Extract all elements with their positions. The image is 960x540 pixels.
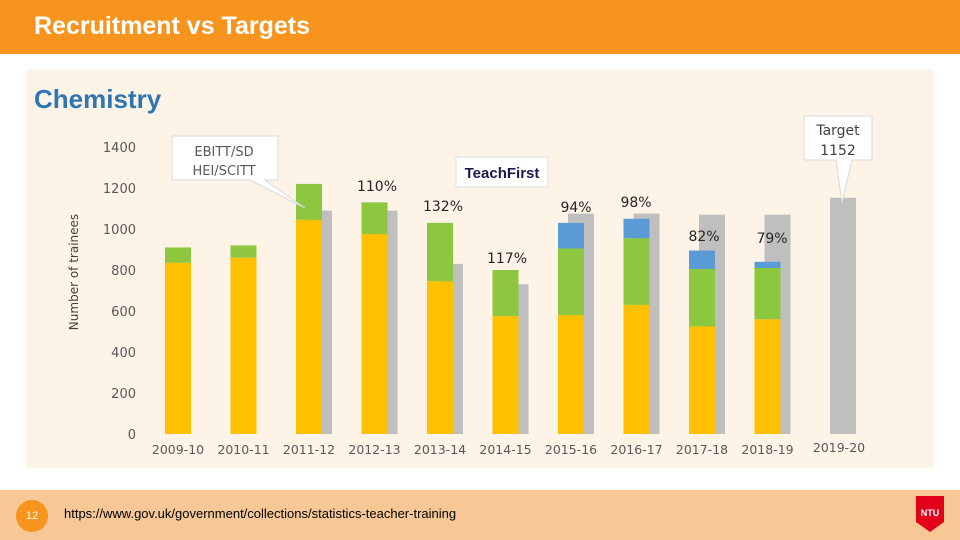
page-title: Recruitment vs Targets xyxy=(34,12,311,40)
header-bar: Recruitment vs Targets xyxy=(0,0,960,54)
page-number-badge: 12 xyxy=(16,500,48,532)
bar-segment xyxy=(492,316,519,434)
bar-segment xyxy=(427,281,453,434)
y-tick-label: 600 xyxy=(111,305,136,320)
x-tick-label: 2018-19 xyxy=(741,442,793,457)
x-tick-label: 2010-11 xyxy=(217,442,269,457)
x-tick-label: 2009-10 xyxy=(152,442,204,457)
x-tick-label: 2012-13 xyxy=(348,442,400,457)
x-tick-label: 2011-12 xyxy=(283,442,335,457)
target-callout-box xyxy=(803,115,873,204)
y-tick-label: 1000 xyxy=(103,223,136,238)
teach-first-logo-text: TeachFirst xyxy=(465,165,540,182)
recruitment-chart: 0 200 400 600 800 1000 1200 1400 Number of train… xyxy=(67,115,873,457)
bar-segment xyxy=(754,261,781,268)
bar-segment xyxy=(623,304,650,434)
bar-segment xyxy=(558,222,584,249)
ntu-logo: NTU xyxy=(916,496,944,532)
x-tick-label: 2019-20 xyxy=(813,440,865,455)
bar-segment xyxy=(492,270,519,317)
percentage-label: 132% xyxy=(423,199,463,215)
series-callout-box xyxy=(171,135,306,209)
bar-segment xyxy=(689,326,715,434)
bar-segment xyxy=(230,257,257,434)
target-callout-label: Target xyxy=(815,123,860,139)
y-tick-label: 400 xyxy=(111,346,136,361)
percentage-label: 82% xyxy=(688,229,719,245)
y-tick-label: 1400 xyxy=(103,141,136,156)
bar-segment xyxy=(296,219,322,434)
x-tick-label: 2014-15 xyxy=(479,442,531,457)
series-callout-label: EBITT/SD xyxy=(194,145,253,160)
percentage-label: 117% xyxy=(487,251,527,267)
y-tick-label: 1200 xyxy=(103,182,136,197)
bar-segment xyxy=(623,238,650,305)
bar-segment xyxy=(361,202,388,235)
y-tick-label: 800 xyxy=(111,264,136,279)
source-link[interactable]: https://www.gov.uk/government/collection… xyxy=(64,506,457,521)
y-axis-label: Number of trainees xyxy=(67,214,81,330)
ntu-shield-icon xyxy=(916,496,944,532)
series-callout-label: HEI/SCITT xyxy=(192,164,255,179)
x-tick-label: 2017-18 xyxy=(676,442,728,457)
teach-first-logo-box xyxy=(455,156,549,188)
bar-segment xyxy=(558,315,584,434)
bar-segment xyxy=(296,183,322,220)
x-tick-label: 2015-16 xyxy=(545,442,597,457)
bar-segment xyxy=(230,245,257,258)
target-bar xyxy=(830,197,856,434)
y-tick-label: 200 xyxy=(111,387,136,402)
percentage-label: 110% xyxy=(357,179,397,195)
bar-segment xyxy=(754,319,781,434)
bar-segment xyxy=(623,218,650,239)
y-tick-label: 0 xyxy=(128,428,136,443)
ntu-logo-text: NTU xyxy=(920,508,940,518)
bar-segment xyxy=(165,247,191,263)
bar-segment xyxy=(689,268,715,327)
x-tick-label: 2016-17 xyxy=(610,442,662,457)
bar-segment xyxy=(754,267,781,320)
bar-segment xyxy=(558,248,584,316)
x-tick-label: 2013-14 xyxy=(414,442,466,457)
subject-title: Chemistry xyxy=(34,84,162,114)
bar-segment xyxy=(165,262,191,434)
percentage-label: 98% xyxy=(620,195,651,211)
target-callout-label: 1152 xyxy=(820,143,856,159)
percentage-label: 79% xyxy=(756,231,787,247)
bar-segment xyxy=(427,222,453,282)
bar-segment xyxy=(361,234,388,434)
percentage-label: 94% xyxy=(560,200,591,216)
footer-bar xyxy=(0,490,960,540)
bar-segment xyxy=(689,250,715,269)
